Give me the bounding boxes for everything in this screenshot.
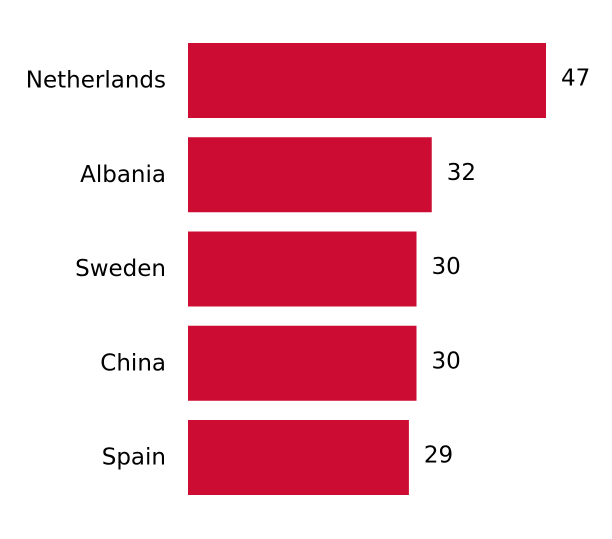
value-label-spain: 29 xyxy=(424,443,453,469)
bar-netherlands xyxy=(188,43,546,118)
bar-china xyxy=(188,325,417,401)
category-label-netherlands: Netherlands xyxy=(26,68,166,94)
bar-albania xyxy=(188,137,432,213)
bars-group xyxy=(188,43,546,495)
bar-spain xyxy=(188,420,409,495)
category-label-china: China xyxy=(100,350,166,376)
value-label-sweden: 30 xyxy=(432,254,461,280)
category-label-spain: Spain xyxy=(102,445,166,471)
category-label-albania: Albania xyxy=(80,162,166,188)
category-labels-group: Netherlands Albania Sweden China Spain xyxy=(26,68,166,471)
bar-sweden xyxy=(188,231,417,307)
value-label-netherlands: 47 xyxy=(561,66,590,92)
value-label-china: 30 xyxy=(432,348,461,374)
value-label-albania: 32 xyxy=(447,160,476,186)
value-labels-group: 47 32 30 30 29 xyxy=(424,66,590,469)
category-label-sweden: Sweden xyxy=(75,256,166,282)
